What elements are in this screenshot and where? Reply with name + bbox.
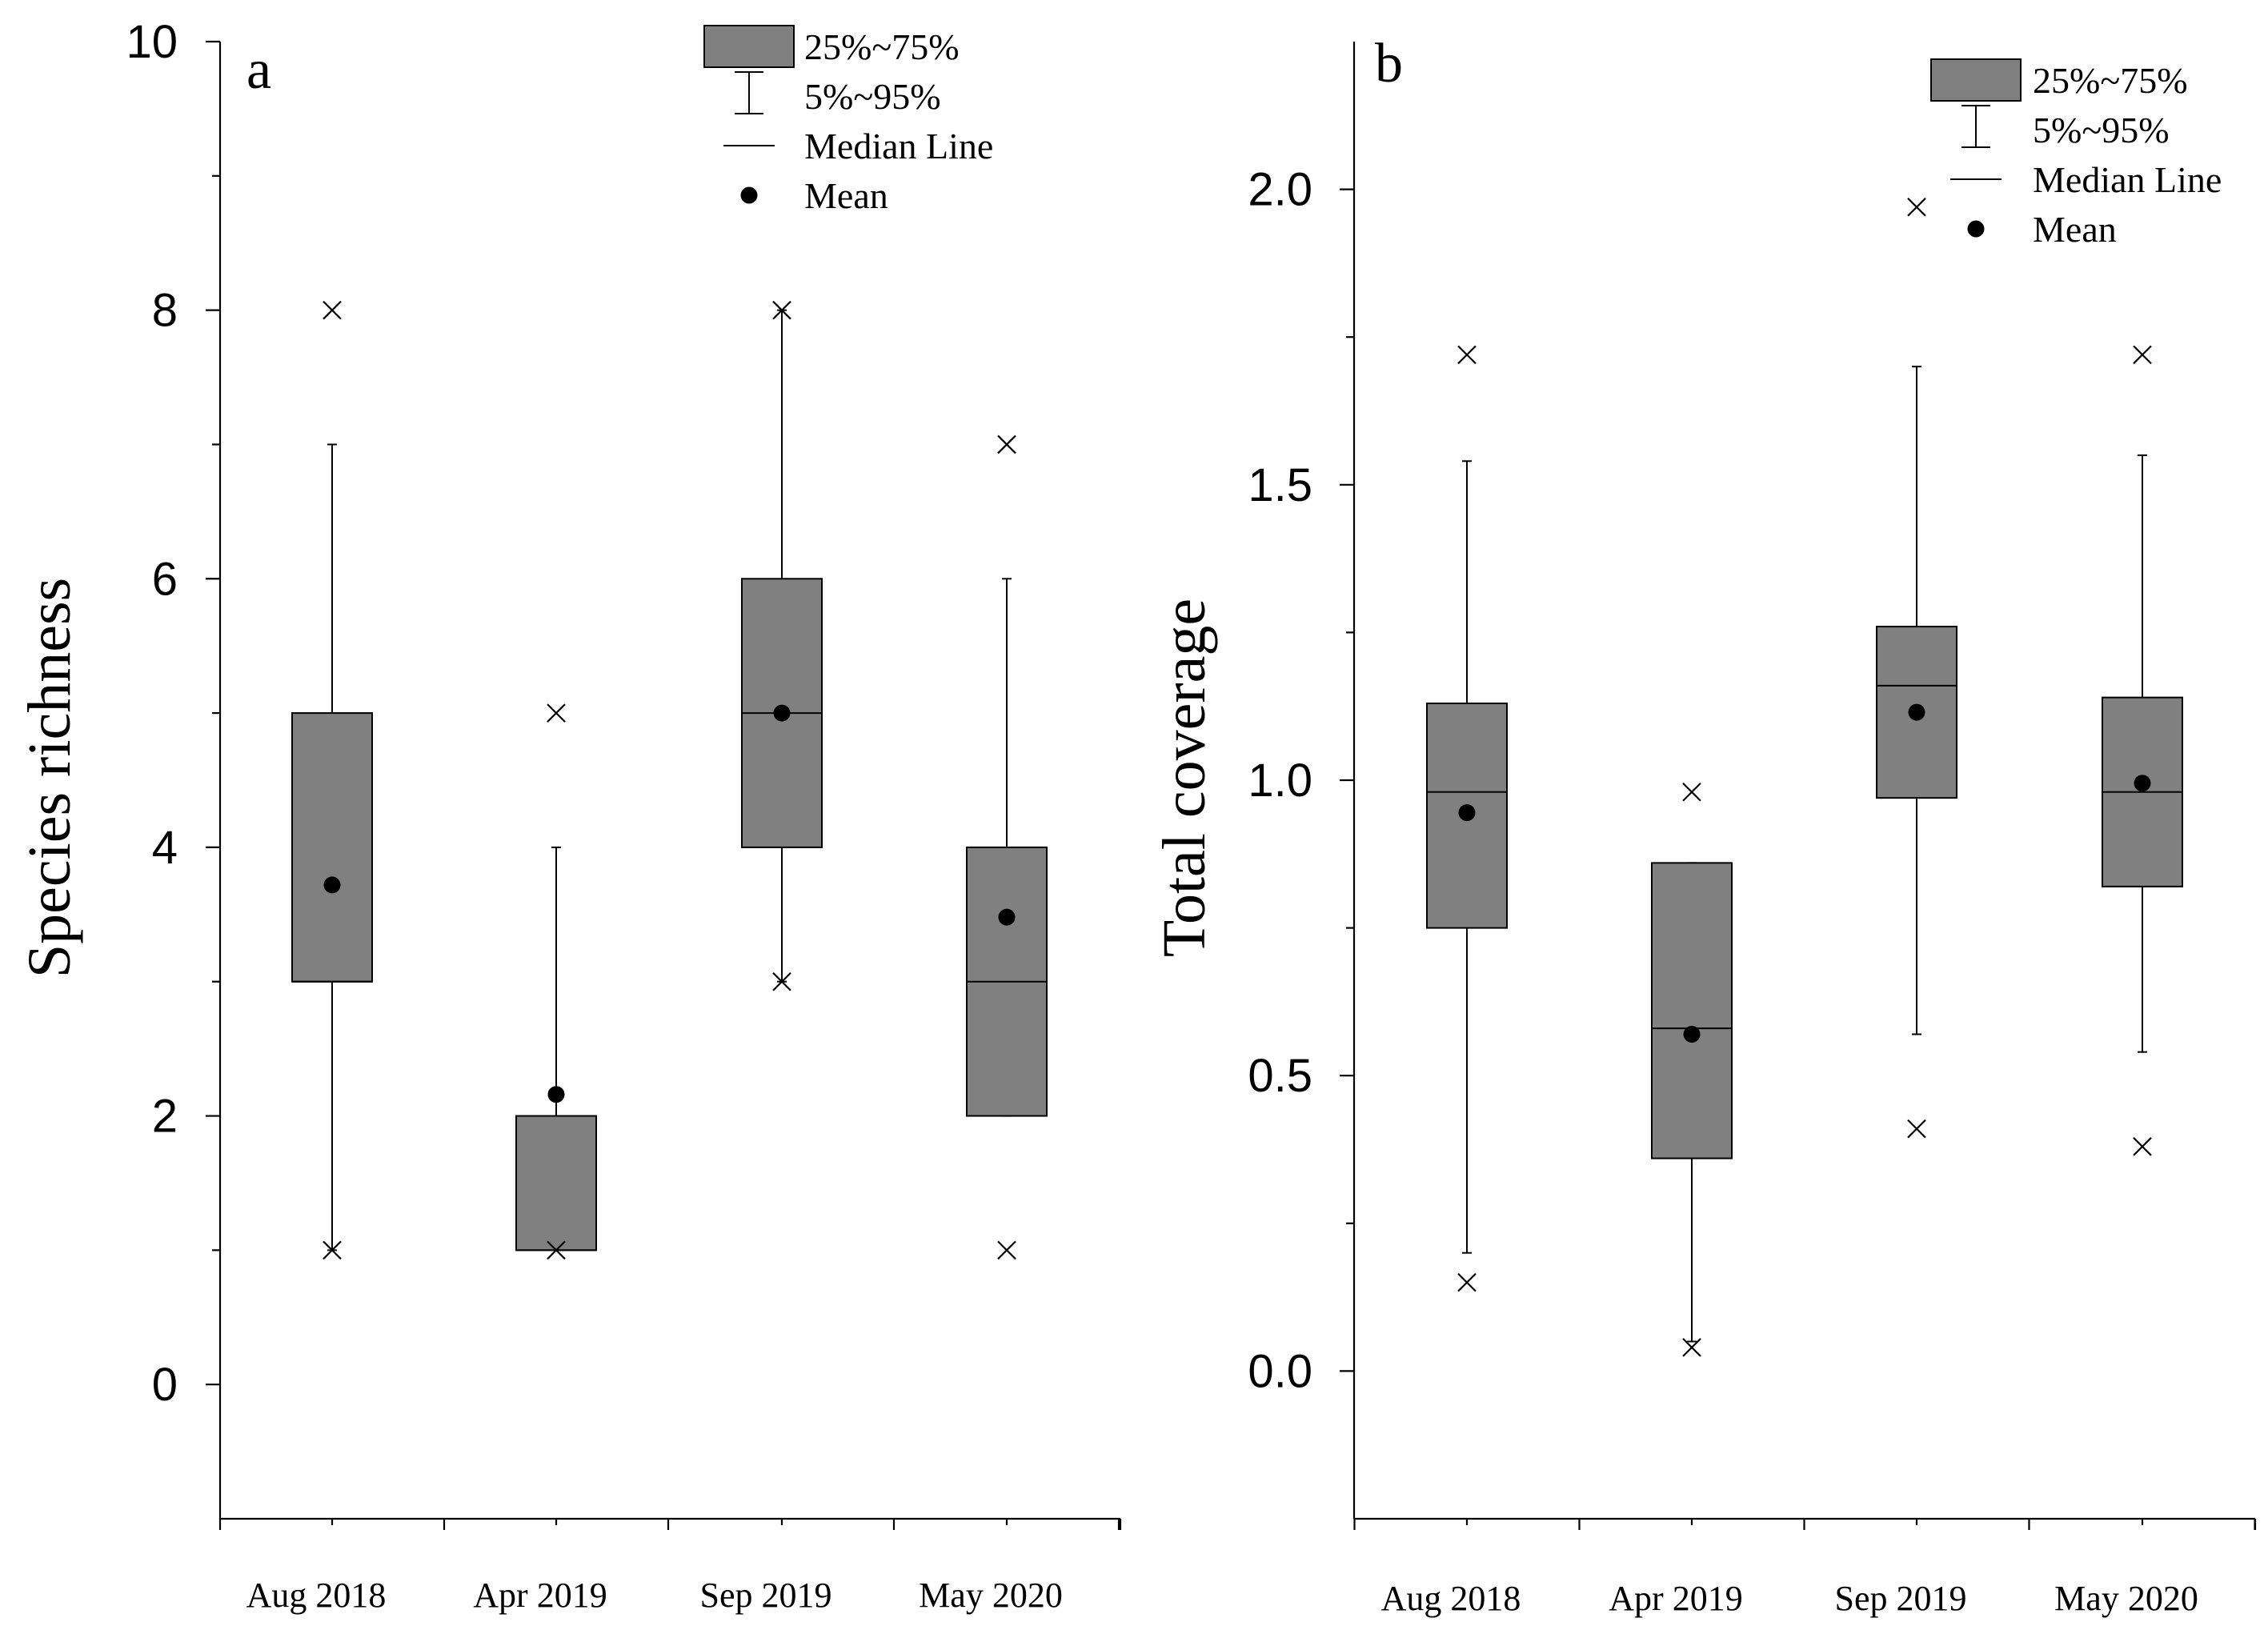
- y-tick-label: 1.0: [1248, 755, 1312, 807]
- legend-whisker-swatch: [1961, 105, 1990, 148]
- y-axis-title: Total coverage: [1151, 599, 1218, 957]
- mean-marker: [1458, 804, 1476, 822]
- y-axis-title: Species richness: [16, 578, 83, 978]
- legend-mean-swatch: [740, 186, 758, 204]
- iqr-box: [291, 712, 373, 983]
- x-tick-label: May 2020: [2054, 1579, 2198, 1618]
- y-tick-label: 10: [126, 16, 178, 68]
- outlier-marker: [997, 1240, 1016, 1260]
- outlier-marker: [1907, 1119, 1926, 1139]
- legend-box-swatch: [1930, 58, 2022, 102]
- y-tick-label: 8: [152, 285, 178, 337]
- y-tick-label: 6: [152, 553, 178, 605]
- outlier-marker: [547, 703, 566, 723]
- outlier-marker: [1682, 782, 1701, 802]
- panel-b-total-coverage: 0.0 0.5 1.0 1.5 2.0 Aug 2018 Apr 2019 Sep 2019 M…: [1151, 33, 2257, 1618]
- mean-marker: [547, 1086, 565, 1103]
- legend-median-label: Median Line: [2033, 159, 2222, 200]
- y-tick-label: 2: [152, 1091, 178, 1143]
- legend-mean-label: Mean: [804, 175, 888, 216]
- legend-whisker-label: 5%~95%: [2033, 110, 2170, 150]
- y-tick-label: 1.5: [1248, 459, 1312, 511]
- panel-a-species-richness: 0 2 4 6 8 10 Aug 2018 Apr 2019 Sep 2019 May 2020 S…: [16, 16, 1122, 1615]
- legend-box-label: 25%~75%: [2033, 60, 2188, 101]
- legend-median-label: Median Line: [804, 126, 993, 166]
- panel-label: a: [246, 39, 271, 101]
- panel-label: b: [1375, 33, 1403, 94]
- mean-marker: [773, 704, 791, 722]
- x-tick-label: May 2020: [919, 1576, 1063, 1615]
- legend-whisker-label: 5%~95%: [804, 76, 941, 117]
- outlier-marker: [772, 300, 791, 320]
- legend-whisker-swatch: [735, 71, 763, 114]
- y-tick-label: 0.5: [1248, 1050, 1312, 1102]
- outlier-marker: [323, 300, 342, 320]
- x-tick-label: Aug 2018: [246, 1576, 387, 1615]
- outlier-marker: [1457, 1272, 1477, 1292]
- outlier-marker: [323, 1240, 342, 1260]
- mean-marker: [2134, 775, 2151, 792]
- y-tick-label: 4: [152, 822, 178, 874]
- x-tick-label: Sep 2019: [700, 1576, 832, 1615]
- outlier-marker: [1907, 197, 1926, 217]
- outlier-marker: [2133, 1137, 2152, 1156]
- x-tick-label: Sep 2019: [1835, 1579, 1967, 1618]
- outlier-marker: [1682, 1338, 1701, 1357]
- mean-marker: [998, 908, 1016, 926]
- legend-mean-label: Mean: [2033, 209, 2117, 250]
- y-tick-label: 0.0: [1248, 1345, 1312, 1397]
- mean-marker: [1683, 1026, 1701, 1043]
- outlier-marker: [1457, 345, 1477, 365]
- mean-marker: [1908, 703, 1925, 721]
- y-tick-label: 0: [152, 1359, 178, 1411]
- x-tick-label: Aug 2018: [1381, 1579, 1521, 1618]
- iqr-box: [1651, 862, 1733, 1159]
- outlier-marker: [2133, 345, 2152, 365]
- x-tick-label: Apr 2019: [473, 1576, 607, 1615]
- legend-box-swatch: [703, 25, 795, 68]
- legend-box-label: 25%~75%: [804, 26, 960, 67]
- legend: 25%~75% 5%~95% Median Line Mean: [703, 25, 993, 216]
- legend: 25%~75% 5%~95% Median Line Mean: [1930, 58, 2222, 250]
- x-tick-label: Apr 2019: [1609, 1579, 1742, 1618]
- iqr-box: [515, 1115, 597, 1252]
- legend-mean-swatch: [1967, 220, 1985, 238]
- mean-marker: [323, 876, 341, 894]
- outlier-marker: [772, 971, 791, 991]
- outlier-marker: [997, 435, 1016, 455]
- outlier-marker: [547, 1240, 566, 1260]
- y-tick-label: 2.0: [1248, 164, 1312, 216]
